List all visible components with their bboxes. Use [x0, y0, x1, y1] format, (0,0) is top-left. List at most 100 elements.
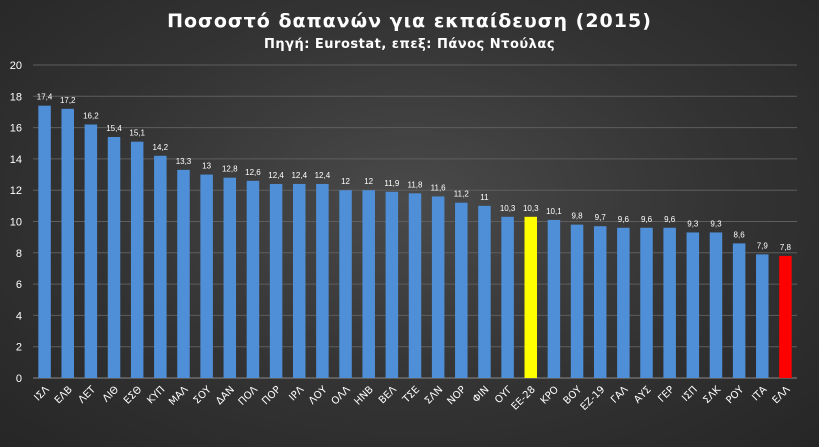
- x-tick-label: ΓΕΡ: [656, 384, 676, 404]
- x-tick-label: ΕΛΛ: [771, 384, 793, 406]
- bar: [431, 196, 445, 378]
- bar: [455, 202, 468, 378]
- data-label: 13,3: [176, 157, 192, 166]
- x-tick-label: ΗΝΒ: [353, 384, 376, 407]
- data-label: 12,4: [268, 171, 284, 180]
- y-tick-label: 2: [16, 342, 22, 354]
- x-tick-label: ΕΣΘ: [122, 384, 144, 406]
- x-tick-label: ΣΟΥ: [192, 384, 215, 407]
- data-label: 14,2: [153, 143, 169, 152]
- bar: [570, 224, 584, 378]
- x-tick-label: ΤΣΕ: [400, 384, 422, 406]
- bar: [501, 216, 514, 378]
- x-tick-label: ΣΛΚ: [701, 384, 723, 406]
- y-tick-label: 16: [10, 123, 22, 135]
- bar: [177, 169, 190, 378]
- data-label: 15,4: [106, 124, 122, 133]
- bar: [223, 177, 237, 378]
- data-label: 9,6: [664, 215, 676, 224]
- bar: [362, 190, 375, 378]
- x-tick-label: ΦΙΝ: [471, 384, 492, 405]
- x-tick-label: ΙΣΠ: [680, 384, 700, 404]
- data-label: 17,4: [37, 93, 53, 102]
- data-label: 11,2: [454, 190, 470, 199]
- x-tick-label: ΛΕΤ: [77, 384, 99, 406]
- x-tick-label: ΙΡΛ: [287, 384, 306, 403]
- x-tick-label: ΑΥΣ: [632, 384, 653, 405]
- bar: [732, 243, 746, 378]
- bar: [339, 190, 352, 378]
- bar: [408, 193, 422, 378]
- bar: [246, 180, 260, 378]
- data-label: 9,6: [618, 215, 630, 224]
- y-tick-label: 12: [10, 185, 22, 197]
- chart-subtitle: Πηγή: Eurostat, επεξ: Πάνος Ντούλας: [263, 37, 556, 52]
- x-tick-label: ΕΛΒ: [53, 384, 75, 406]
- x-tick-label: ΛΙΘ: [101, 384, 121, 404]
- data-label: 12,6: [245, 168, 261, 177]
- bar: [756, 254, 769, 378]
- data-label: 12,4: [291, 171, 307, 180]
- bar: [478, 205, 491, 378]
- bar: [686, 232, 700, 378]
- bar: [779, 255, 792, 378]
- bar: [292, 183, 306, 378]
- y-tick-label: 20: [10, 60, 22, 72]
- bar: [385, 191, 399, 378]
- data-label: 9,7: [595, 213, 607, 222]
- data-label: 11,6: [431, 183, 447, 192]
- bar: [316, 183, 329, 378]
- y-tick-label: 6: [16, 279, 22, 291]
- y-tick-label: 4: [16, 310, 22, 322]
- y-tick-label: 0: [16, 373, 22, 385]
- data-label: 11,9: [384, 179, 400, 188]
- data-label: 9,6: [641, 215, 653, 224]
- x-tick-label: ΒΕΛ: [377, 384, 399, 406]
- bar: [130, 141, 144, 378]
- data-label: 9,3: [710, 219, 722, 228]
- bar: [524, 216, 538, 378]
- data-label: 10,3: [500, 204, 516, 213]
- bar: [640, 227, 653, 378]
- x-tick-label: ΓΑΛ: [609, 384, 631, 406]
- bar: [38, 105, 51, 378]
- data-label: 7,9: [757, 241, 769, 250]
- data-label: 12: [364, 177, 373, 186]
- x-tick-label: ΔΑΝ: [214, 384, 237, 407]
- bar: [200, 174, 213, 378]
- x-tick-label: ΕΖ-19: [579, 384, 608, 413]
- data-label: 12,4: [315, 171, 331, 180]
- x-tick-label: ΝΟΡ: [446, 384, 469, 407]
- data-label: 15,1: [129, 129, 145, 138]
- bar: [154, 155, 167, 378]
- x-tick-label: ΚΥΠ: [145, 384, 167, 406]
- x-tick-label: ΡΟΥ: [724, 384, 747, 407]
- x-tick-label: ΜΑΛ: [167, 384, 191, 408]
- bar: [61, 108, 74, 378]
- data-label: 10,3: [523, 204, 539, 213]
- bar: [269, 183, 283, 378]
- data-label: 16,2: [83, 111, 99, 120]
- data-label: 9,3: [687, 219, 699, 228]
- data-label: 11,8: [408, 180, 424, 189]
- data-label: 7,8: [780, 243, 792, 252]
- x-tick-label: ΛΟΥ: [307, 384, 330, 407]
- x-tick-label: ΙΣΛ: [33, 384, 52, 403]
- bar: [547, 219, 561, 378]
- data-label: 13: [202, 162, 211, 171]
- y-tick-label: 18: [10, 91, 22, 103]
- x-tick-label: ΕΕ-28: [510, 384, 538, 412]
- bar: [617, 227, 630, 378]
- data-label: 8,6: [734, 230, 746, 239]
- y-tick-label: 8: [16, 248, 22, 260]
- x-tick-label: ΚΡΟ: [539, 384, 561, 406]
- bar: [709, 232, 723, 378]
- x-tick-label: ΙΤΑ: [750, 384, 769, 403]
- bar: [84, 124, 98, 378]
- bar: [107, 136, 121, 378]
- x-tick-label: ΣΛΝ: [423, 384, 445, 406]
- data-label: 10,1: [546, 207, 562, 216]
- bar: [593, 226, 607, 378]
